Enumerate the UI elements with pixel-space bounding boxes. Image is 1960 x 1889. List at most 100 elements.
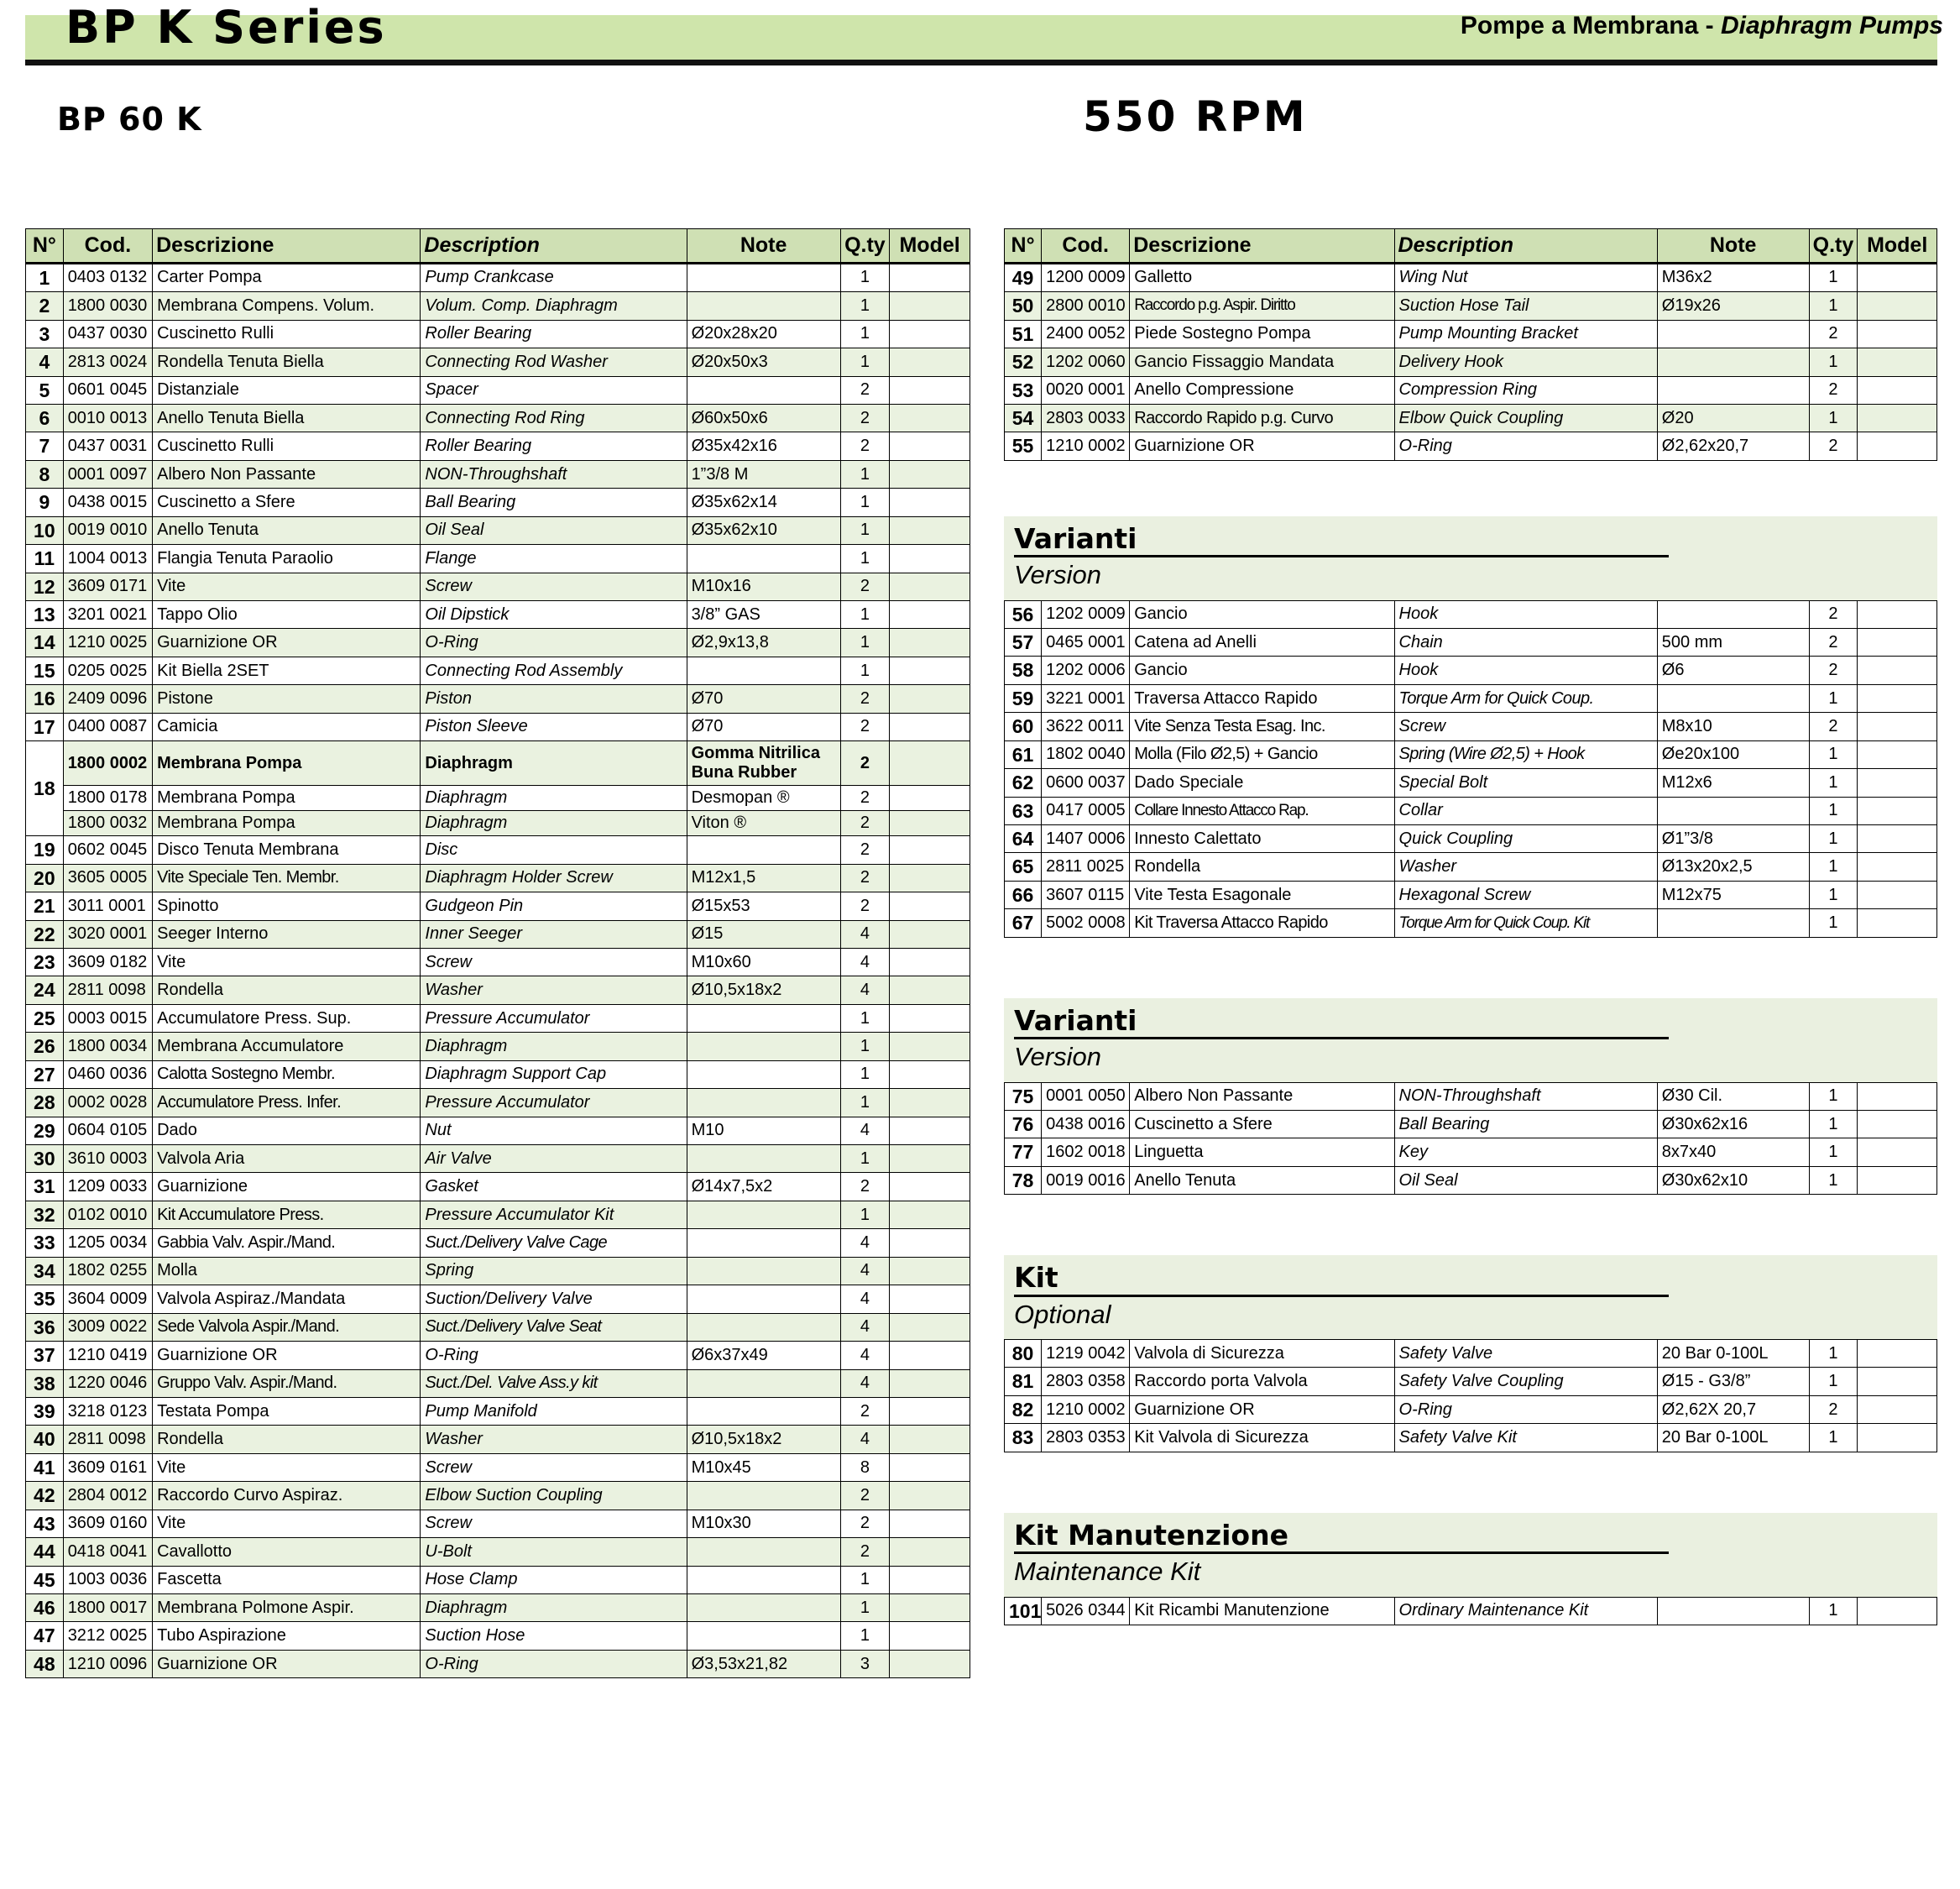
cell-quantity: 1 [839, 1003, 891, 1033]
cell-code: 2811 0098 [62, 976, 154, 1005]
cell-description-en: Washer [420, 1425, 687, 1454]
cell-description-it: Membrana Polmone Aspir. [152, 1593, 421, 1623]
cell-description-it: Gancio [1129, 599, 1395, 629]
cell-description-it: Accumulatore Press. Infer. [152, 1088, 421, 1117]
cell-description-en: NON-Throughshaft [1393, 1081, 1658, 1111]
cell-quantity: 1 [1808, 348, 1858, 377]
table-row: 25 0003 0015 Accumulatore Press. Sup. Press… [25, 1003, 970, 1033]
cell-description-en: Piston Sleeve [420, 712, 687, 742]
cell-description-it: Guarnizione OR [152, 1341, 421, 1370]
cell-description-it: Gabbia Valv. Aspir./Mand. [152, 1228, 421, 1258]
cell-description-en: Gasket [420, 1172, 687, 1201]
cell-model [889, 1537, 970, 1567]
cell-code: 0102 0010 [62, 1200, 154, 1230]
cell-note: M10x60 [686, 947, 841, 977]
cell-note: M10x30 [686, 1509, 841, 1539]
cell-description-it: Linguetta [1129, 1138, 1395, 1167]
table-row: 61 1802 0040 Molla (Filo Ø2,5) + Gancio Spr… [1003, 740, 1937, 770]
cell-description-it: Guarnizione [152, 1172, 421, 1201]
table-row: 62 0600 0037 Dado Speciale Special Bolt M12x… [1003, 768, 1937, 798]
cell-number: 44 [25, 1537, 64, 1567]
cell-model [889, 1621, 970, 1651]
cell-model [1857, 348, 1937, 377]
cell-code: 0460 0036 [62, 1060, 154, 1090]
table-row: 55 1210 0002 Guarnizione OR O-Ring Ø2,62x20,… [1003, 432, 1937, 461]
cell-code: 2813 0024 [62, 348, 154, 377]
col-header-note: Note [1656, 228, 1810, 264]
cell-description-en: Spring (Wire Ø2,5) + Hook [1393, 740, 1658, 770]
cell-note: M12x6 [1656, 768, 1810, 798]
cell-code: 1202 0006 [1041, 656, 1131, 685]
cell-note [686, 1621, 841, 1651]
cell-description-en: Ordinary Maintenance Kit [1393, 1596, 1658, 1625]
cell-number: 55 [1003, 432, 1043, 461]
cell-description-en: Screw [420, 572, 687, 602]
cell-note: Ø2,62X 20,7 [1656, 1395, 1810, 1425]
cell-number: 26 [25, 1032, 64, 1061]
table-row: 8 0001 0097 Albero Non Passante NON-Through… [25, 459, 970, 489]
table-row: 37 1210 0419 Guarnizione OR O-Ring Ø6x37x49 4 [25, 1341, 970, 1370]
cell-quantity: 1 [839, 1143, 891, 1174]
cell-description-it: Albero Non Passante [152, 459, 421, 489]
cell-number: 67 [1003, 908, 1043, 938]
cell-code: 3610 0003 [62, 1143, 154, 1174]
cell-description-en: Flange [420, 544, 687, 573]
cell-description-en: Suct./Delivery Valve Seat [420, 1312, 687, 1342]
cell-description-en: Hook [1393, 599, 1658, 629]
cell-description-en: Pressure Accumulator [420, 1003, 687, 1033]
cell-description-en: O-Ring [1393, 432, 1658, 461]
cell-quantity: 3 [839, 1649, 891, 1679]
cell-number: 28 [25, 1088, 64, 1117]
cell-description-en: Screw [420, 1452, 687, 1483]
cell-note [686, 1228, 841, 1258]
cell-description-it: Cuscinetto Rulli [152, 432, 421, 461]
cell-quantity: 1 [839, 488, 891, 517]
cell-model [889, 1312, 970, 1342]
cell-number: 51 [1003, 319, 1043, 349]
table-row: 81 2803 0358 Raccordo porta Valvola Safety … [1003, 1367, 1937, 1396]
cell-model [889, 1032, 970, 1061]
cell-description-it: Carter Pompa [152, 262, 421, 293]
cell-quantity: 4 [839, 976, 891, 1005]
table-row: 82 1210 0002 Guarnizione OR O-Ring Ø2,62X 20… [1003, 1395, 1937, 1425]
cell-description-it: Valvola di Sicurezza [1129, 1339, 1395, 1368]
cell-description-en: Quick Coupling [1393, 824, 1658, 854]
cell-description-it: Raccordo p.g. Aspir. Diritto [1129, 291, 1395, 321]
cell-model [889, 863, 970, 893]
cell-number: 31 [25, 1172, 64, 1201]
table-row: 51 2400 0052 Piede Sostegno Pompa Pump Moun… [1003, 319, 1937, 349]
cell-number: 39 [25, 1396, 64, 1426]
cell-quantity: 1 [839, 1621, 891, 1651]
cell-code: 0600 0037 [1041, 768, 1131, 798]
cell-quantity: 1 [1808, 796, 1858, 826]
cell-note: 8x7x40 [1656, 1138, 1810, 1167]
cell-number: 29 [25, 1116, 64, 1146]
cell-code: 3009 0022 [62, 1312, 154, 1342]
cell-description-it: Flangia Tenuta Paraolio [152, 544, 421, 573]
cell-description-en: O-Ring [1393, 1395, 1658, 1425]
cell-number: 101 [1003, 1596, 1043, 1625]
cell-note [686, 1593, 841, 1623]
sections-host: Varianti Version 56 1202 0009 Gancio Hook 2 57 0… [1003, 461, 1937, 1625]
cell-description-it: Kit Accumulatore Press. [152, 1200, 421, 1230]
table-row: 4 2813 0024 Rondella Tenuta Biella Connecti… [25, 348, 970, 377]
cell-quantity: 1 [839, 1593, 891, 1623]
cell-quantity: 1 [839, 515, 891, 546]
cell-quantity: 1 [1808, 1109, 1858, 1139]
cell-description-en: Spacer [420, 375, 687, 405]
cell-description-it: Kit Biella 2SET [152, 656, 421, 686]
cell-code: 1202 0009 [1041, 599, 1131, 629]
cell-description-en: Disc [420, 835, 687, 865]
cell-model [889, 835, 970, 865]
cell-model [1857, 768, 1937, 798]
cell-note [686, 291, 841, 321]
cell-number: 83 [1003, 1423, 1043, 1452]
table-row: 22 3020 0001 Seeger Interno Inner Seeger Ø15… [25, 919, 970, 949]
cell-code: 1210 0419 [62, 1341, 154, 1370]
table-row: 80 1219 0042 Valvola di Sicurezza Safety Va… [1003, 1339, 1937, 1368]
cell-number: 16 [25, 684, 64, 714]
table-row: 64 1407 0006 Innesto Calettato Quick Coupli… [1003, 824, 1937, 854]
cell-model [889, 599, 970, 630]
cell-description-en: Pump Manifold [420, 1396, 687, 1426]
cell-quantity: 4 [839, 1368, 891, 1398]
